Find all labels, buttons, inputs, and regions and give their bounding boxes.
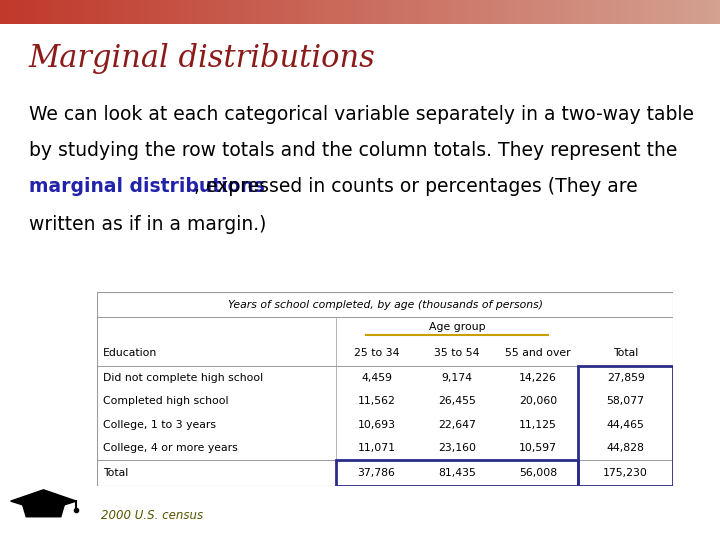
Text: We can look at each categorical variable separately in a two-way table: We can look at each categorical variable… [29, 105, 694, 124]
Text: 23,160: 23,160 [438, 443, 476, 454]
Text: Total: Total [103, 468, 128, 478]
Text: 35 to 54: 35 to 54 [434, 348, 480, 358]
Text: Years of school completed, by age (thousands of persons): Years of school completed, by age (thous… [228, 300, 543, 309]
Text: Total: Total [613, 348, 639, 358]
Text: 11,125: 11,125 [519, 420, 557, 430]
Text: 175,230: 175,230 [603, 468, 648, 478]
Text: 58,077: 58,077 [607, 396, 644, 406]
Text: Completed high school: Completed high school [103, 396, 228, 406]
Text: 26,455: 26,455 [438, 396, 476, 406]
Text: 44,465: 44,465 [607, 420, 644, 430]
Text: marginal distributions: marginal distributions [29, 177, 265, 196]
Bar [578, 366, 673, 486]
Text: Did not complete high school: Did not complete high school [103, 373, 263, 382]
Text: Marginal distributions: Marginal distributions [29, 43, 376, 73]
Text: 10,693: 10,693 [358, 420, 395, 430]
Text: College, 1 to 3 years: College, 1 to 3 years [103, 420, 216, 430]
Text: by studying the row totals and the column totals. They represent the: by studying the row totals and the colum… [29, 141, 678, 160]
Text: 25 to 34: 25 to 34 [354, 348, 400, 358]
Text: 9,174: 9,174 [441, 373, 473, 382]
Text: 14,226: 14,226 [519, 373, 557, 382]
Text: 37,786: 37,786 [358, 468, 395, 478]
Text: written as if in a margin.): written as if in a margin.) [29, 215, 266, 234]
Text: 20,060: 20,060 [518, 396, 557, 406]
Text: 44,828: 44,828 [607, 443, 644, 454]
Text: 27,859: 27,859 [607, 373, 644, 382]
Text: 11,071: 11,071 [358, 443, 395, 454]
Text: Age group: Age group [429, 322, 485, 332]
Text: College, 4 or more years: College, 4 or more years [103, 443, 238, 454]
Text: 4,459: 4,459 [361, 373, 392, 382]
Bar [336, 460, 578, 486]
Polygon shape [22, 502, 65, 517]
Text: 11,562: 11,562 [358, 396, 395, 406]
Text: 2000 U.S. census: 2000 U.S. census [101, 509, 203, 522]
Text: Education: Education [103, 348, 157, 358]
Text: 22,647: 22,647 [438, 420, 476, 430]
Text: , expressed in counts or percentages (They are: , expressed in counts or percentages (Th… [194, 177, 638, 196]
Text: 81,435: 81,435 [438, 468, 476, 478]
Text: 55 and over: 55 and over [505, 348, 571, 358]
Text: 10,597: 10,597 [519, 443, 557, 454]
Polygon shape [11, 490, 76, 511]
Text: 56,008: 56,008 [519, 468, 557, 478]
